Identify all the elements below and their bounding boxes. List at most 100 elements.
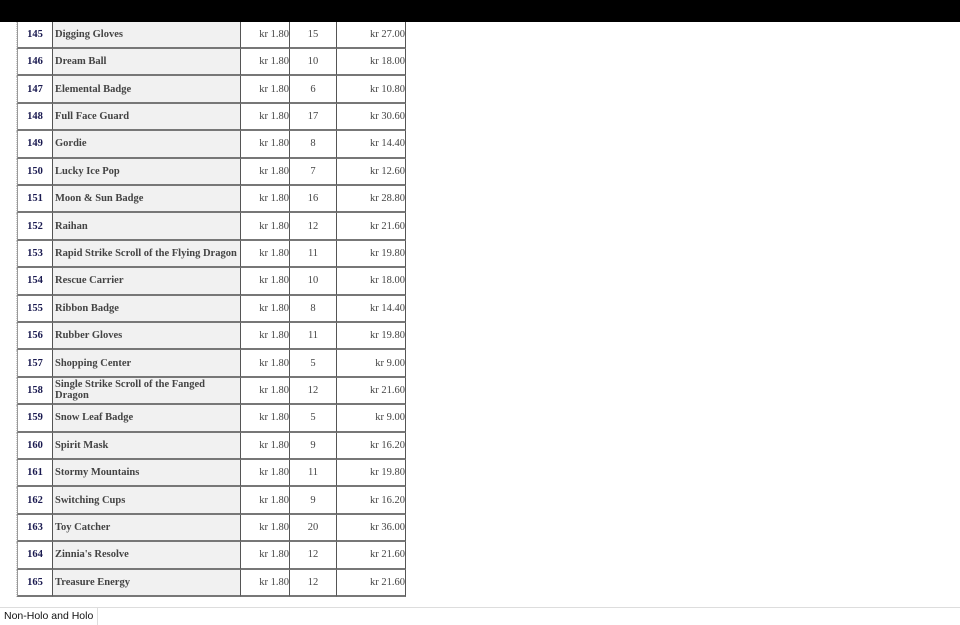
cell-qty[interactable]: 8 xyxy=(290,296,336,323)
cell-name[interactable]: Rapid Strike Scroll of the Flying Dragon xyxy=(52,240,240,269)
cell-total[interactable]: kr 10.80 xyxy=(336,76,406,104)
cell-qty[interactable]: 17 xyxy=(290,104,336,132)
cell-num[interactable]: 145 xyxy=(17,21,52,49)
cell-qty[interactable]: 20 xyxy=(290,515,336,543)
cell-total[interactable]: kr 14.40 xyxy=(336,295,406,323)
cell-qty[interactable]: 11 xyxy=(290,241,336,269)
cell-name[interactable]: Single Strike Scroll of the Fanged Drago… xyxy=(52,377,240,406)
cell-name[interactable]: Digging Gloves xyxy=(52,21,240,49)
cell-num[interactable]: 147 xyxy=(17,76,52,104)
cell-price[interactable]: kr 1.80 xyxy=(240,49,290,77)
cell-qty[interactable]: 15 xyxy=(290,22,336,49)
cell-price[interactable]: kr 1.80 xyxy=(240,268,290,296)
cell-price[interactable]: kr 1.80 xyxy=(240,350,290,378)
cell-num[interactable]: 149 xyxy=(17,131,52,159)
cell-total[interactable]: kr 9.00 xyxy=(336,405,406,433)
cell-price[interactable]: kr 1.80 xyxy=(240,487,290,515)
cell-total[interactable]: kr 16.20 xyxy=(336,432,406,460)
cell-qty[interactable]: 5 xyxy=(290,350,336,378)
cell-num[interactable]: 159 xyxy=(17,405,52,433)
cell-num[interactable]: 153 xyxy=(17,240,52,269)
cell-num[interactable]: 154 xyxy=(17,268,52,296)
cell-total[interactable]: kr 18.00 xyxy=(336,49,406,77)
cell-price[interactable]: kr 1.80 xyxy=(240,158,290,186)
cell-num[interactable]: 152 xyxy=(17,213,52,241)
cell-price[interactable]: kr 1.80 xyxy=(240,131,290,159)
cell-qty[interactable]: 11 xyxy=(290,460,336,488)
cell-qty[interactable]: 12 xyxy=(290,542,336,570)
cell-name[interactable]: Elemental Badge xyxy=(52,76,240,104)
cell-qty[interactable]: 16 xyxy=(290,186,336,214)
cell-price[interactable]: kr 1.80 xyxy=(240,569,290,597)
cell-name[interactable]: Gordie xyxy=(52,131,240,159)
cell-qty[interactable]: 12 xyxy=(290,213,336,241)
cell-num[interactable]: 157 xyxy=(17,350,52,378)
cell-total[interactable]: kr 21.60 xyxy=(336,569,406,597)
cell-qty[interactable]: 9 xyxy=(290,433,336,460)
cell-num[interactable]: 161 xyxy=(17,460,52,488)
cell-name[interactable]: Snow Leaf Badge xyxy=(52,405,240,433)
cell-price[interactable]: kr 1.80 xyxy=(240,213,290,241)
cell-price[interactable]: kr 1.80 xyxy=(240,432,290,460)
cell-total[interactable]: kr 36.00 xyxy=(336,514,406,543)
cell-qty[interactable]: 8 xyxy=(290,131,336,159)
cell-name[interactable]: Switching Cups xyxy=(52,487,240,515)
cell-name[interactable]: Raihan xyxy=(52,213,240,241)
cell-name[interactable]: Moon & Sun Badge xyxy=(52,186,240,214)
cell-num[interactable]: 148 xyxy=(17,103,52,132)
cell-qty[interactable]: 6 xyxy=(290,76,336,104)
cell-num[interactable]: 165 xyxy=(17,569,52,597)
cell-name[interactable]: Rubber Gloves xyxy=(52,323,240,351)
cell-total[interactable]: kr 14.40 xyxy=(336,131,406,159)
cell-num[interactable]: 158 xyxy=(17,377,52,406)
cell-total[interactable]: kr 19.80 xyxy=(336,323,406,351)
cell-price[interactable]: kr 1.80 xyxy=(240,542,290,570)
cell-qty[interactable]: 10 xyxy=(290,49,336,77)
cell-name[interactable]: Treasure Energy xyxy=(52,569,240,597)
cell-total[interactable]: kr 21.60 xyxy=(336,542,406,570)
cell-qty[interactable]: 5 xyxy=(290,405,336,433)
cell-total[interactable]: kr 28.80 xyxy=(336,186,406,214)
cell-name[interactable]: Zinnia's Resolve xyxy=(52,542,240,570)
cell-num[interactable]: 146 xyxy=(17,49,52,77)
cell-name[interactable]: Dream Ball xyxy=(52,49,240,77)
cell-qty[interactable]: 7 xyxy=(290,159,336,186)
cell-qty[interactable]: 9 xyxy=(290,487,336,515)
cell-qty[interactable]: 12 xyxy=(290,570,336,597)
cell-num[interactable]: 160 xyxy=(17,432,52,460)
cell-num[interactable]: 162 xyxy=(17,487,52,515)
cell-num[interactable]: 151 xyxy=(17,186,52,214)
cell-name[interactable]: Toy Catcher xyxy=(52,514,240,543)
cell-total[interactable]: kr 19.80 xyxy=(336,460,406,488)
cell-total[interactable]: kr 9.00 xyxy=(336,350,406,378)
cell-total[interactable]: kr 18.00 xyxy=(336,268,406,296)
sheet-tab[interactable]: Non-Holo and Holo xyxy=(0,608,99,625)
cell-price[interactable]: kr 1.80 xyxy=(240,514,290,543)
cell-name[interactable]: Lucky Ice Pop xyxy=(52,158,240,186)
cell-total[interactable]: kr 21.60 xyxy=(336,213,406,241)
cell-num[interactable]: 163 xyxy=(17,514,52,543)
cell-total[interactable]: kr 27.00 xyxy=(336,21,406,49)
cell-total[interactable]: kr 16.20 xyxy=(336,487,406,515)
cell-name[interactable]: Spirit Mask xyxy=(52,432,240,460)
cell-price[interactable]: kr 1.80 xyxy=(240,240,290,269)
cell-price[interactable]: kr 1.80 xyxy=(240,405,290,433)
cell-num[interactable]: 156 xyxy=(17,323,52,351)
cell-name[interactable]: Ribbon Badge xyxy=(52,295,240,323)
cell-name[interactable]: Rescue Carrier xyxy=(52,268,240,296)
cell-total[interactable]: kr 30.60 xyxy=(336,103,406,132)
cell-price[interactable]: kr 1.80 xyxy=(240,103,290,132)
cell-name[interactable]: Stormy Mountains xyxy=(52,460,240,488)
cell-price[interactable]: kr 1.80 xyxy=(240,377,290,406)
cell-qty[interactable]: 11 xyxy=(290,323,336,351)
cell-total[interactable]: kr 21.60 xyxy=(336,377,406,406)
cell-price[interactable]: kr 1.80 xyxy=(240,295,290,323)
cell-name[interactable]: Shopping Center xyxy=(52,350,240,378)
cell-total[interactable]: kr 19.80 xyxy=(336,240,406,269)
cell-num[interactable]: 155 xyxy=(17,295,52,323)
cell-name[interactable]: Full Face Guard xyxy=(52,103,240,132)
cell-price[interactable]: kr 1.80 xyxy=(240,323,290,351)
cell-num[interactable]: 164 xyxy=(17,542,52,570)
cell-price[interactable]: kr 1.80 xyxy=(240,21,290,49)
cell-qty[interactable]: 12 xyxy=(290,378,336,406)
